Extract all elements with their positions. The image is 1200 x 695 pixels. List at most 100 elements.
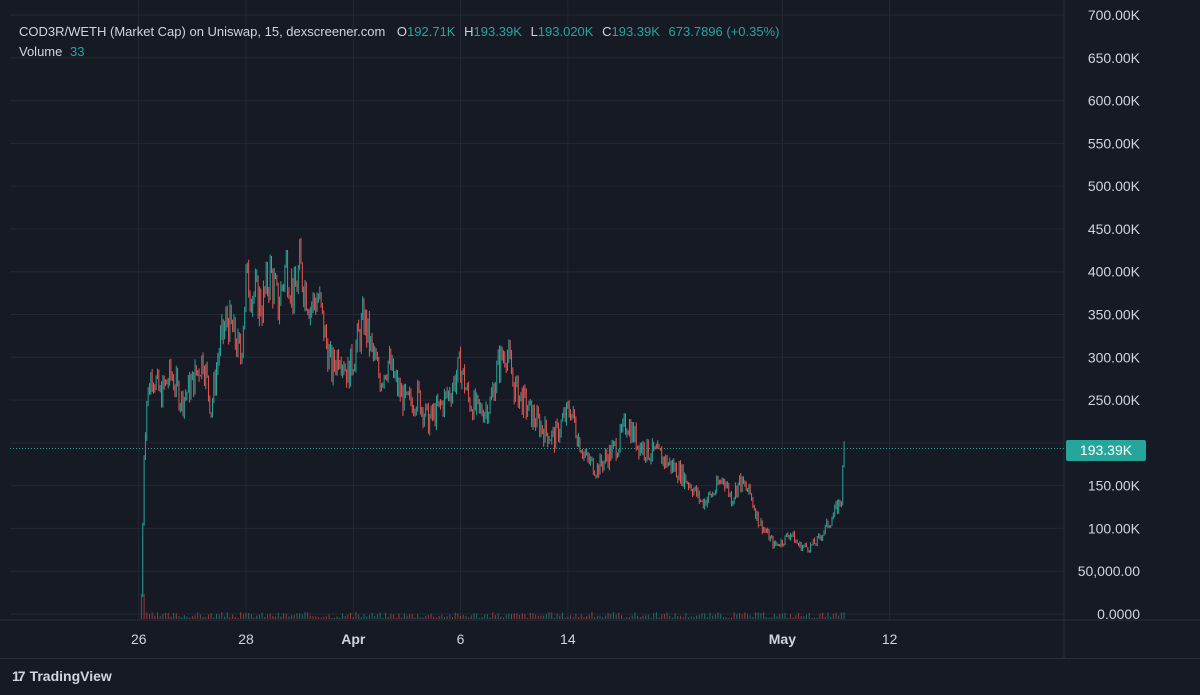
volume-bar: [181, 617, 183, 619]
y-tick-label: 600.00K: [1088, 93, 1141, 109]
symbol-title[interactable]: COD3R/WETH (Market Cap) on Uniswap, 15, …: [19, 24, 386, 39]
volume-bar: [275, 616, 277, 619]
volume-bar: [229, 617, 231, 619]
tradingview-logo[interactable]: 17 TradingView: [12, 668, 112, 684]
volume-bar: [620, 615, 622, 619]
volume-bar: [140, 594, 142, 619]
volume-bar: [704, 613, 706, 619]
volume-bar: [519, 615, 521, 619]
volume-bar: [167, 612, 169, 619]
volume-bar: [148, 614, 150, 619]
volume-bar: [564, 617, 566, 619]
volume-bar: [454, 612, 456, 619]
volume-bar: [599, 615, 601, 619]
time-axis[interactable]: 26 28 Apr 6 14 May 12: [131, 631, 898, 647]
volume-bar: [819, 613, 821, 619]
volume-bar: [623, 617, 625, 619]
volume-bar: [360, 617, 362, 619]
volume-bar: [242, 614, 244, 619]
last-price-badge: 193.39K: [1066, 440, 1146, 461]
volume-bar: [618, 612, 620, 619]
volume-bar: [784, 612, 786, 619]
volume-bar: [486, 614, 488, 619]
volume-bar: [384, 612, 386, 619]
volume-bar: [578, 616, 580, 619]
y-tick-label: 300.00K: [1088, 349, 1141, 365]
volume-bar: [331, 617, 333, 619]
high-label: H: [464, 24, 474, 39]
volume-bar: [741, 614, 743, 619]
volume-bar: [342, 613, 344, 619]
volume-bar: [814, 617, 816, 619]
volume-bar: [779, 613, 781, 619]
volume-bar: [535, 614, 537, 619]
volume-bar: [470, 615, 472, 619]
volume-bar: [840, 612, 842, 619]
volume-bar: [679, 615, 681, 619]
volume-bar: [422, 617, 424, 619]
high-value: 193.39K: [473, 24, 522, 39]
volume-bar: [280, 616, 282, 619]
volume-bar: [146, 612, 148, 619]
volume-bar: [650, 617, 652, 619]
volume-bar: [706, 617, 708, 619]
volume-bar: [175, 613, 177, 619]
low-value: 193.020K: [537, 24, 594, 39]
y-tick-label: 50,000.00: [1078, 563, 1140, 579]
volume-bar: [462, 614, 464, 619]
volume-bar: [366, 616, 368, 619]
volume-bar: [481, 616, 483, 619]
volume-bar: [696, 615, 698, 619]
volume-bar: [494, 614, 496, 619]
volume-bar: [218, 614, 220, 619]
volume-bar: [728, 617, 730, 619]
volume-bar: [315, 616, 317, 619]
volume-bar: [325, 616, 327, 619]
close-value: 193.39K: [611, 24, 660, 39]
volume-bar: [465, 615, 467, 619]
volume-bar: [417, 614, 419, 619]
volume-bar: [173, 612, 175, 619]
y-tick-label: 550.00K: [1088, 135, 1141, 151]
volume-bar: [725, 616, 727, 619]
volume-bar: [524, 614, 526, 619]
volume-bar: [398, 613, 400, 619]
volume-bar: [827, 612, 829, 619]
volume-bar: [240, 612, 242, 619]
volume-bar: [213, 617, 215, 619]
volume-bar: [738, 613, 740, 619]
chart-canvas[interactable]: 700.00K 650.00K 600.00K 550.00K 500.00K 450.0…: [0, 0, 1200, 658]
volume-bar: [468, 617, 470, 619]
volume-bar: [296, 613, 298, 619]
volume-label[interactable]: Volume: [19, 44, 63, 59]
volume-bar: [838, 615, 840, 619]
low-label: L: [530, 24, 538, 39]
volume-bar: [237, 617, 239, 619]
volume-bar: [612, 612, 614, 619]
volume-bar: [323, 616, 325, 619]
price-axis[interactable]: 700.00K 650.00K 600.00K 550.00K 500.00K 450.0…: [1078, 7, 1141, 622]
volume-bar: [677, 616, 679, 619]
volume-bar: [629, 617, 631, 619]
volume-bar: [387, 616, 389, 619]
volume-bar: [478, 617, 480, 619]
volume-bar: [425, 615, 427, 619]
volume-bar: [283, 613, 285, 619]
volume-bar: [730, 617, 732, 619]
volume-bar: [401, 617, 403, 619]
chart-legend: COD3R/WETH (Market Cap) on Uniswap, 15, …: [19, 22, 785, 62]
y-tick-label: 0.0000: [1097, 606, 1140, 622]
volume-bar: [266, 614, 268, 619]
volume-bar: [760, 613, 762, 619]
volume-bar: [744, 612, 746, 619]
volume-bar: [548, 612, 550, 619]
volume-bar: [317, 616, 319, 619]
volume-bar: [843, 612, 845, 619]
volume-bar: [492, 612, 494, 619]
volume-bar: [806, 614, 808, 619]
volume-bar: [666, 612, 668, 619]
volume-bar: [502, 617, 504, 619]
volume-bar: [304, 612, 306, 619]
volume-bar: [808, 612, 810, 619]
volume-bar: [183, 614, 185, 619]
